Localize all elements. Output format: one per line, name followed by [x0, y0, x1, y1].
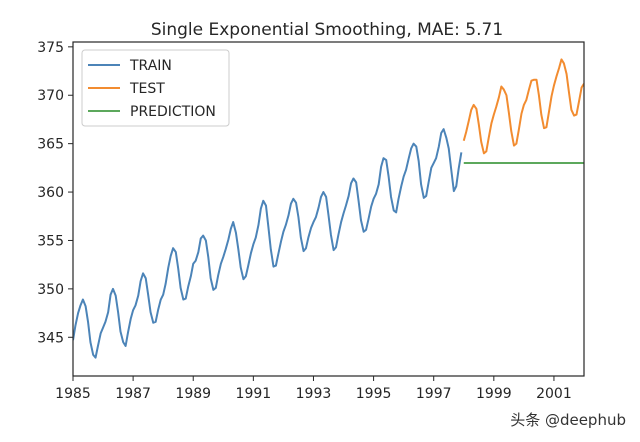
legend-label-prediction: PREDICTION [130, 104, 216, 120]
y-tick-label: 345 [37, 330, 64, 346]
series-line-test [462, 58, 584, 155]
legend-box [81, 49, 230, 127]
series-line-train [73, 128, 463, 359]
legend: TRAIN TEST PREDICTION [81, 49, 230, 127]
x-tick-label: 1987 [115, 386, 151, 402]
x-tick-label: 1989 [175, 386, 211, 402]
chart-title: Single Exponential Smoothing, MAE: 5.71 [151, 20, 503, 40]
legend-label-test: TEST [129, 81, 165, 97]
y-tick-label: 355 [37, 233, 64, 249]
x-tick-label: 1993 [296, 386, 332, 402]
watermark: 头条 @deephub [510, 411, 626, 429]
legend-label-train: TRAIN [129, 58, 172, 74]
y-tick-label: 360 [37, 185, 64, 201]
x-tick-label: 1997 [416, 386, 452, 402]
y-tick-label: 370 [37, 88, 64, 104]
y-tick-label: 365 [37, 137, 64, 153]
plot-frame [72, 41, 585, 377]
x-tick-label: 1985 [55, 386, 91, 402]
x-tick-label: 2001 [536, 386, 572, 402]
x-tick-label: 1991 [236, 386, 272, 402]
x-tick-label: 1999 [476, 386, 512, 402]
y-tick-label: 350 [37, 282, 64, 298]
x-tick-label: 1995 [356, 386, 392, 402]
y-tick-label: 375 [37, 40, 64, 56]
